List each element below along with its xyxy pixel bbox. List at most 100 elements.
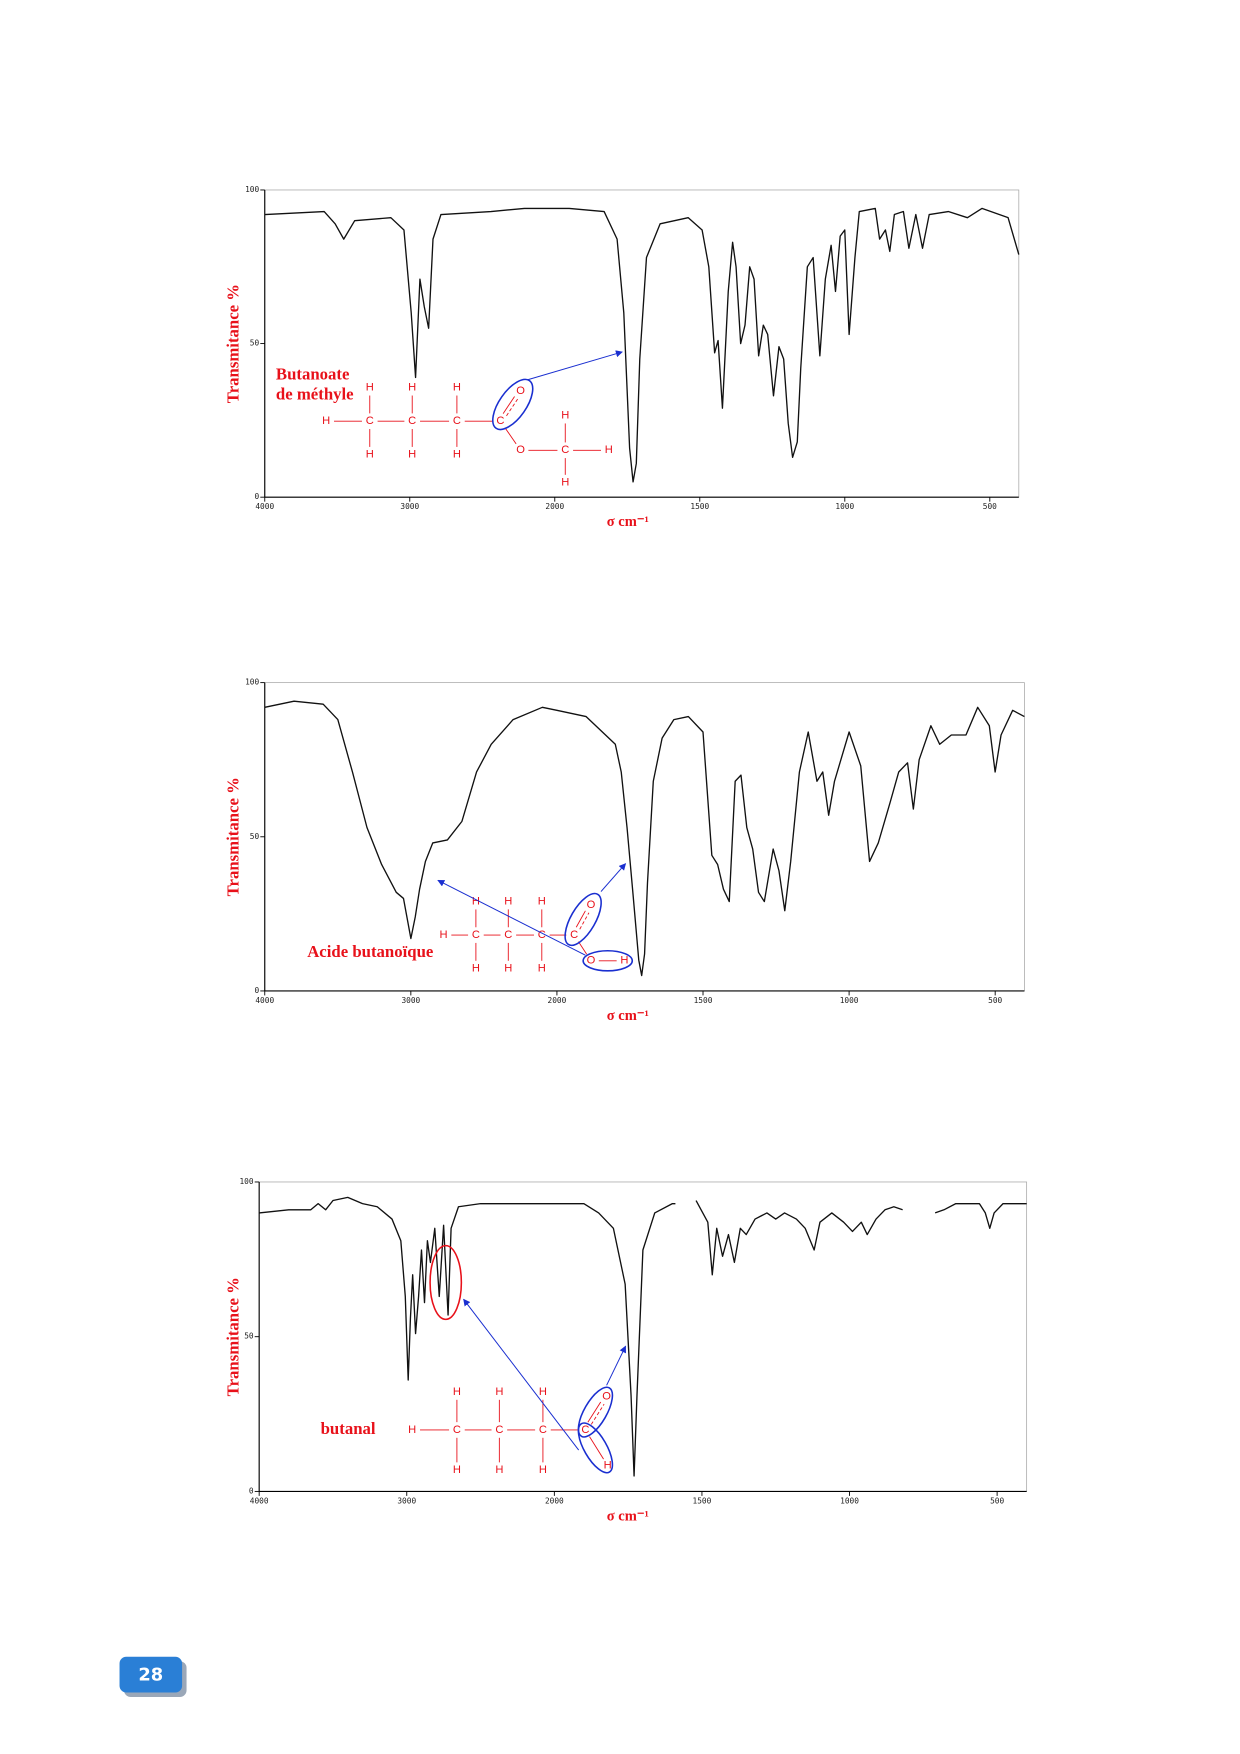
- x-tick-label: 1500: [693, 1496, 712, 1505]
- atom-label: H: [366, 382, 374, 394]
- page-number: 28: [138, 1665, 163, 1686]
- atom-label: O: [602, 1390, 611, 1402]
- compound-name: butanal: [321, 1419, 376, 1438]
- atom-label: H: [504, 896, 512, 908]
- atom-label: C: [472, 929, 480, 941]
- y-tick-label: 50: [250, 339, 260, 348]
- spectrum-line: [264, 700, 1025, 977]
- y-tick-label: 0: [254, 492, 259, 501]
- bond: [589, 1436, 604, 1460]
- atom-label: H: [605, 444, 613, 456]
- y-tick-label: 0: [249, 1486, 254, 1495]
- atom-label: H: [495, 1386, 503, 1398]
- bond: [587, 1401, 602, 1423]
- atom-label: C: [504, 929, 512, 941]
- pointer-arrow: [606, 1345, 627, 1386]
- atom-label: H: [439, 929, 447, 941]
- x-tick-label: 3000: [401, 996, 420, 1005]
- atom-label: H: [538, 963, 546, 975]
- atom-label: C: [539, 1424, 547, 1436]
- atom-label: H: [322, 415, 330, 427]
- bond: [575, 910, 586, 928]
- atom-label: H: [620, 955, 628, 967]
- x-tick-label: 3000: [400, 502, 419, 511]
- atom-label: H: [408, 382, 416, 394]
- x-tick-label: 4000: [255, 996, 274, 1005]
- atom-label: C: [496, 415, 504, 427]
- spectrum-line: [259, 1196, 1027, 1477]
- atom-label: C: [453, 415, 461, 427]
- x-tick-label: 2000: [548, 996, 567, 1005]
- x-tick-label: 1000: [840, 1496, 859, 1505]
- x-tick-label: 4000: [255, 502, 274, 511]
- pointer-arrow: [437, 879, 586, 956]
- atom-label: H: [539, 1464, 547, 1476]
- atom-label: H: [453, 1386, 461, 1398]
- y-axis-label: Transmitance %: [223, 1277, 242, 1396]
- atom-label: O: [587, 899, 596, 911]
- atom-label: C: [366, 415, 374, 427]
- x-tick-label: 500: [990, 1496, 1004, 1505]
- x-tick-label: 1000: [840, 996, 859, 1005]
- y-axis-label: Transmitance %: [223, 284, 242, 403]
- x-tick-label: 2000: [545, 502, 564, 511]
- atom-label: H: [538, 896, 546, 908]
- atom-label: H: [408, 449, 416, 461]
- x-tick-label: 500: [983, 502, 997, 511]
- pointer-arrow: [463, 1298, 580, 1451]
- bond: [578, 941, 588, 955]
- atom-label: H: [453, 382, 461, 394]
- atom-label: O: [516, 385, 525, 397]
- x-tick-label: 2000: [545, 1496, 564, 1505]
- y-tick-label: 100: [245, 185, 259, 194]
- x-tick-label: 500: [988, 996, 1002, 1005]
- atom-label: C: [408, 415, 416, 427]
- x-tick-label: 1500: [694, 996, 713, 1005]
- y-tick-label: 100: [245, 678, 259, 687]
- spectrum-line: [264, 207, 1020, 483]
- atom-label: C: [538, 929, 546, 941]
- page-badge: [119, 1656, 183, 1693]
- atom-label: C: [453, 1424, 461, 1436]
- atom-label: H: [453, 1464, 461, 1476]
- atom-label: H: [495, 1464, 503, 1476]
- atom-label: H: [504, 963, 512, 975]
- y-tick-label: 0: [254, 986, 259, 995]
- x-tick-label: 4000: [250, 1496, 269, 1505]
- highlight-ellipse: [577, 1422, 614, 1474]
- bond: [504, 427, 517, 445]
- atom-label: O: [516, 444, 525, 456]
- x-axis-label: σ cm⁻¹: [607, 1008, 649, 1024]
- compound-name: Butanoate: [276, 364, 350, 383]
- y-axis-label: Transmitance %: [223, 777, 242, 896]
- x-tick-label: 1000: [835, 502, 854, 511]
- compound-name: Acide butanoïque: [307, 942, 433, 961]
- atom-label: H: [408, 1424, 416, 1436]
- atom-label: H: [604, 1460, 612, 1472]
- plot-frame: [258, 1181, 1028, 1492]
- x-axis-label: σ cm⁻¹: [607, 1508, 649, 1524]
- bond: [590, 1403, 605, 1425]
- x-tick-label: 1500: [690, 502, 709, 511]
- highlight-ellipse: [577, 1386, 614, 1438]
- atom-label: H: [366, 449, 374, 461]
- atom-label: H: [561, 477, 569, 489]
- atom-label: C: [581, 1424, 589, 1436]
- bond: [506, 398, 519, 417]
- highlight-ellipse: [492, 378, 534, 431]
- pointer-arrow: [527, 350, 623, 381]
- bond: [502, 396, 515, 414]
- atom-label: H: [561, 410, 569, 422]
- bond: [579, 912, 590, 930]
- pointer-arrow: [600, 863, 627, 892]
- highlight-ellipse: [429, 1244, 463, 1321]
- atom-label: H: [472, 896, 480, 908]
- atom-label: H: [453, 449, 461, 461]
- y-tick-label: 50: [244, 1332, 254, 1341]
- atom-label: O: [587, 955, 596, 967]
- plot-frame: [264, 189, 1020, 498]
- x-tick-label: 3000: [397, 1496, 416, 1505]
- highlight-ellipse: [582, 949, 634, 972]
- atom-label: C: [570, 929, 578, 941]
